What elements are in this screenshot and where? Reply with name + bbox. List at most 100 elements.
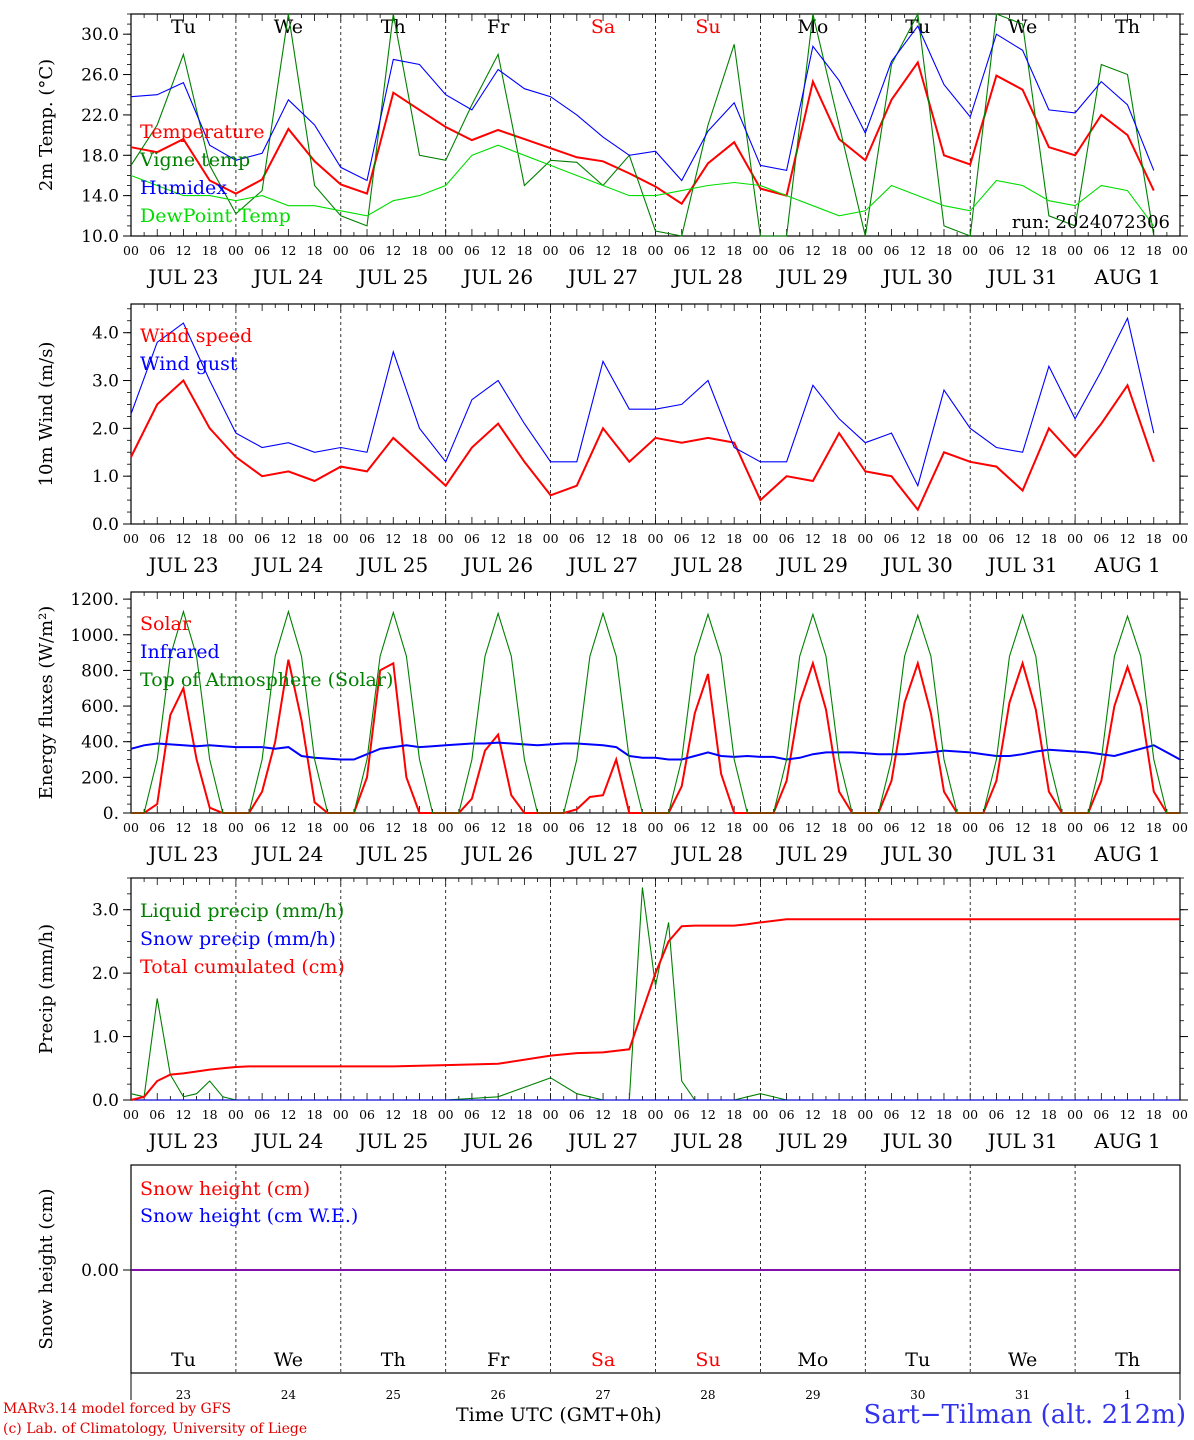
hour-tick-label: 06	[884, 243, 900, 258]
hour-tick-label: 18	[726, 820, 742, 835]
hour-tick-label: 06	[149, 820, 165, 835]
hour-tick-label: 18	[1146, 820, 1162, 835]
day-number-label: 27	[595, 1388, 610, 1402]
hour-tick-label: 06	[674, 820, 690, 835]
hour-tick-label: 06	[988, 1107, 1004, 1122]
panel-2: 00 06 12 18 00 06 12 18 00 06 12 18 00 06 12 18 00 06 12 18…	[36, 303, 1188, 577]
hour-tick-label: 12	[280, 531, 296, 546]
model-note: MARv3.14 model forced by GFS	[3, 1401, 232, 1417]
y-tick-label: 0.00	[81, 1261, 119, 1281]
hour-tick-label: 00	[752, 1107, 768, 1122]
y-tick-label: 2.0	[92, 964, 119, 984]
hour-tick-label: 12	[595, 1107, 611, 1122]
hour-tick-label: 18	[1146, 243, 1162, 258]
y-tick-label: 1000.	[70, 626, 119, 646]
hour-tick-label: 18	[1146, 1107, 1162, 1122]
date-label: JUL 29	[776, 1129, 848, 1153]
hour-tick-label: 18	[1041, 820, 1057, 835]
hour-tick-label: 00	[543, 243, 559, 258]
hour-tick-label: 00	[228, 243, 244, 258]
hour-tick-label: 00	[438, 531, 454, 546]
day-abbr-label: Tu	[171, 1349, 196, 1371]
date-label: JUL 30	[881, 842, 953, 866]
date-label: JUL 27	[566, 1129, 638, 1153]
hour-tick-label: 06	[674, 531, 690, 546]
hour-tick-label: 18	[202, 1107, 218, 1122]
hour-tick-label: 00	[1067, 820, 1083, 835]
y-tick-label: 18.0	[81, 146, 119, 166]
hour-tick-label: 00	[857, 243, 873, 258]
day-abbr-label: Th	[1115, 16, 1140, 38]
hour-tick-label: 12	[1120, 243, 1136, 258]
y-axis-label: Precip (mm/h)	[36, 924, 57, 1054]
y-tick-label: 10.0	[81, 227, 119, 247]
hour-tick-label: 12	[805, 531, 821, 546]
date-label: JUL 26	[461, 1129, 533, 1153]
hour-tick-label: 12	[805, 243, 821, 258]
panel-1: 00 06 12 18 00 06 12 18 00 06 12 18 00 06 12 18 00 06 12 18…	[36, 12, 1188, 289]
hour-tick-label: 12	[700, 820, 716, 835]
date-label: JUL 26	[461, 842, 533, 866]
legend-entry: Solar	[140, 613, 192, 635]
y-tick-label: 2.0	[92, 419, 119, 439]
series-line-red	[130, 378, 1155, 512]
hour-tick-label: 00	[438, 820, 454, 835]
hour-tick-label: 12	[385, 531, 401, 546]
hour-tick-label: 06	[779, 531, 795, 546]
hour-tick-label: 18	[307, 820, 323, 835]
hour-tick-label: 12	[280, 243, 296, 258]
hour-tick-label: 12	[385, 243, 401, 258]
hour-tick-label: 12	[1120, 531, 1136, 546]
series-line-blue	[130, 316, 1155, 488]
hour-tick-label: 12	[280, 1107, 296, 1122]
hour-tick-label: 18	[412, 531, 428, 546]
hour-tick-label: 06	[1093, 1107, 1109, 1122]
hour-tick-label: 06	[779, 820, 795, 835]
hour-tick-label: 00	[962, 531, 978, 546]
hour-tick-label: 06	[884, 820, 900, 835]
y-tick-label: 22.0	[81, 106, 119, 126]
hour-tick-label: 00	[543, 531, 559, 546]
hour-tick-label: 12	[1015, 531, 1031, 546]
day-number-label: 28	[700, 1388, 715, 1402]
panel-5: Tu 23 We 24 Th 25 Fr 26 Sa 27 Su 28 Mo 29 Tu 30 We 31 Th 1 0…	[36, 1164, 1181, 1402]
date-label: JUL 24	[251, 553, 323, 577]
hour-tick-label: 00	[648, 531, 664, 546]
hour-tick-label: 12	[595, 820, 611, 835]
date-label: JUL 29	[776, 842, 848, 866]
hour-tick-label: 06	[988, 820, 1004, 835]
hour-tick-label: 12	[910, 243, 926, 258]
hour-tick-label: 12	[700, 1107, 716, 1122]
hour-tick-label: 06	[569, 820, 585, 835]
hour-tick-label: 06	[1093, 243, 1109, 258]
hour-tick-label: 18	[621, 531, 637, 546]
hour-tick-label: 18	[831, 531, 847, 546]
hour-tick-label: 00	[1067, 531, 1083, 546]
hour-tick-label: 06	[464, 243, 480, 258]
hour-tick-label: 18	[621, 243, 637, 258]
hour-tick-label: 06	[779, 243, 795, 258]
day-abbr-label: Fr	[487, 16, 510, 38]
hour-tick-label: 00	[1172, 243, 1188, 258]
station-name: Sart−Tilman (alt. 212m)	[863, 1400, 1186, 1430]
hour-tick-label: 12	[595, 531, 611, 546]
y-tick-label: 0.0	[92, 1091, 119, 1111]
hour-tick-label: 06	[988, 243, 1004, 258]
date-label: JUL 29	[776, 553, 848, 577]
legend-entry: Total cumulated (cm)	[140, 956, 345, 978]
hour-tick-label: 06	[569, 243, 585, 258]
date-label: JUL 31	[986, 842, 1058, 866]
hour-tick-label: 12	[910, 531, 926, 546]
y-tick-label: 30.0	[81, 25, 119, 45]
date-label: AUG 1	[1093, 553, 1160, 577]
hour-tick-label: 12	[490, 243, 506, 258]
date-label: JUL 28	[671, 265, 743, 289]
hour-tick-label: 12	[1120, 1107, 1136, 1122]
hour-tick-label: 18	[412, 243, 428, 258]
hour-tick-label: 12	[175, 820, 191, 835]
y-tick-label: 1.0	[92, 467, 119, 487]
hour-tick-label: 00	[1172, 1107, 1188, 1122]
hour-tick-label: 18	[831, 820, 847, 835]
hour-tick-label: 18	[1041, 531, 1057, 546]
